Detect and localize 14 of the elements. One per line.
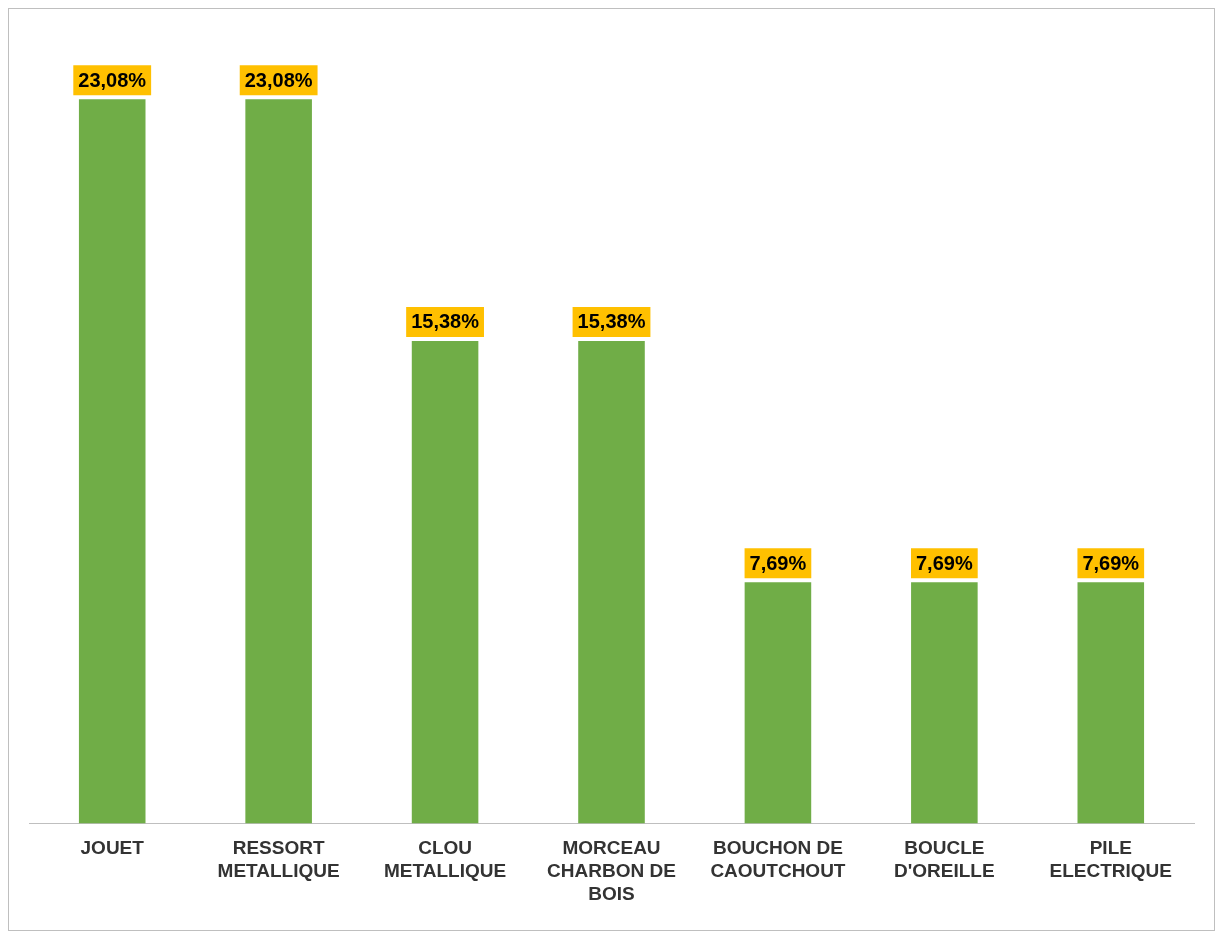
x-tick-label: PILE ELECTRIQUE [1049,837,1173,882]
data-label: 7,69% [1082,551,1140,574]
data-label: 23,08% [78,68,147,91]
data-label: 7,69% [916,551,973,574]
x-tick-label: RESSORT METALLIQUE [217,837,340,882]
data-label: 7,69% [749,551,807,574]
x-tick-label: JOUET [80,837,145,859]
data-label: 15,38% [411,310,480,333]
data-label: 23,08% [244,68,313,91]
x-tick-label: BOUCLE D'OREILLE [894,837,995,882]
x-tick-label: MORCEAU CHARBON DE BOIS [547,837,676,904]
x-tick-label: CLOU METALLIQUE [384,837,507,882]
x-tick-label: BOUCHON DE CAOUTCHOUT [710,837,846,882]
data-label: 15,38% [577,310,646,333]
